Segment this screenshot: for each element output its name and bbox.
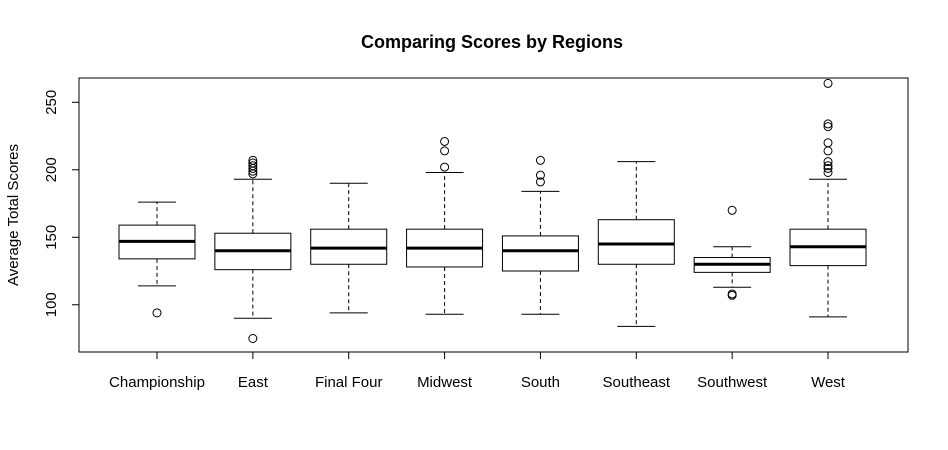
y-tick-label: 250 (43, 90, 60, 115)
plot-frame (78, 77, 909, 353)
chart-title: Comparing Scores by Regions (361, 32, 623, 52)
outlier-point (823, 161, 833, 171)
outlier-point (535, 170, 545, 180)
box-midwest (406, 136, 484, 315)
x-tick-label: West (811, 374, 846, 391)
outlier-point (152, 308, 162, 318)
iqr-box (597, 219, 675, 265)
outlier-point (248, 158, 258, 168)
box-west (789, 78, 867, 318)
outlier-point (823, 119, 833, 129)
outlier-point (823, 122, 833, 132)
outlier-point (823, 138, 833, 148)
outlier-point (823, 163, 833, 173)
x-tick-label: South (521, 374, 560, 391)
outlier-point (440, 162, 450, 172)
box-southwest (693, 205, 771, 300)
iqr-box (501, 235, 579, 272)
box-final-four (310, 182, 388, 314)
x-tick-label: Southwest (697, 374, 768, 391)
outlier-point (248, 334, 258, 344)
x-axis: Championship East Final Four Midwest South So… (109, 351, 846, 391)
outlier-point (248, 155, 258, 165)
y-axis: 100 150 200 250 (43, 90, 80, 317)
y-tick-label: 150 (43, 225, 60, 250)
x-tick-label: Championship (109, 374, 205, 391)
outlier-point (823, 167, 833, 177)
outlier-point (535, 177, 545, 187)
box-east (214, 155, 292, 344)
outlier-point (440, 146, 450, 156)
y-tick-label: 100 (43, 292, 60, 317)
box-south (501, 155, 579, 315)
outlier-point (823, 146, 833, 156)
x-tick-label: East (238, 374, 269, 391)
outlier-point (440, 136, 450, 146)
outlier-point (823, 78, 833, 88)
outlier-point (727, 205, 737, 215)
x-tick-label: Southeast (603, 374, 671, 391)
outlier-point (535, 155, 545, 165)
boxes-layer (118, 78, 867, 344)
outlier-point (823, 157, 833, 167)
x-tick-label: Midwest (417, 374, 473, 391)
outlier-point (727, 289, 737, 299)
y-axis-label: Average Total Scores (5, 144, 22, 286)
box-championship (118, 201, 196, 318)
box-southeast (597, 161, 675, 327)
outlier-point (248, 161, 258, 171)
x-tick-label: Final Four (315, 374, 383, 391)
y-tick-label: 200 (43, 157, 60, 182)
